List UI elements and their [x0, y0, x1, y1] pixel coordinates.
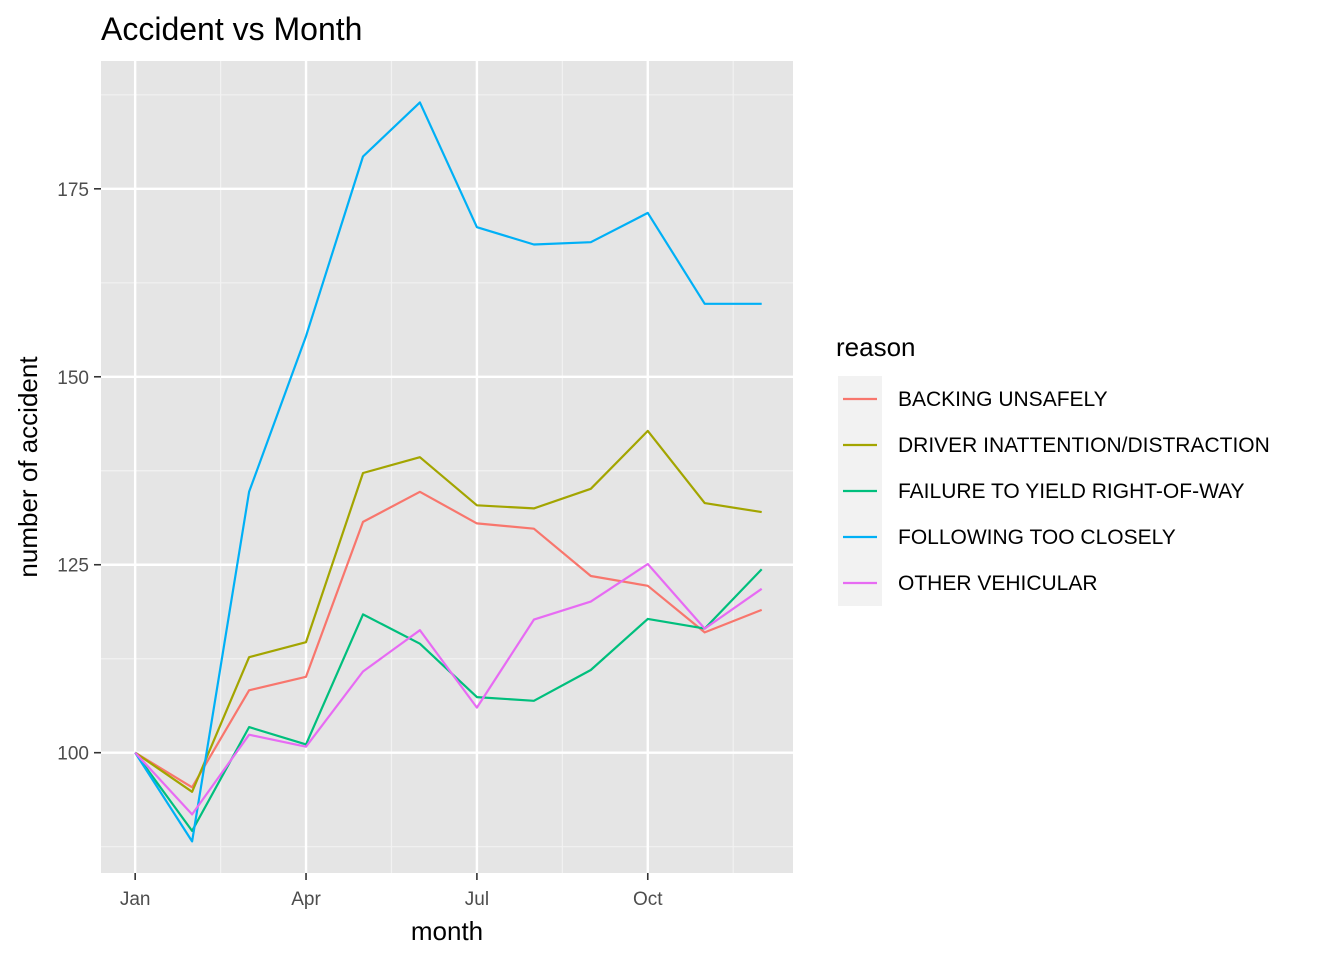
legend-item: BACKING UNSAFELY [838, 376, 1108, 422]
series-line-following-too-closely [134, 101, 762, 843]
legend-item: OTHER VEHICULAR [838, 560, 1098, 606]
legend-item: FAILURE TO YIELD RIGHT-OF-WAY [838, 468, 1245, 514]
legend-title: reason [836, 332, 916, 362]
x-axis-title: month [411, 916, 483, 946]
minor-gridlines [101, 61, 793, 873]
y-tick-label: 150 [57, 368, 89, 389]
plot-panel [101, 61, 793, 873]
y-axis-title: number of accident [13, 356, 43, 578]
series-line-driver-inattention-distraction [134, 429, 762, 793]
legend-label: FAILURE TO YIELD RIGHT-OF-WAY [898, 480, 1245, 503]
major-gridlines [101, 61, 793, 873]
x-tick-label: Jul [465, 889, 489, 910]
y-tick-label: 175 [57, 180, 89, 201]
series-lines [134, 101, 763, 843]
chart-title: Accident vs Month [101, 11, 362, 47]
legend-label: DRIVER INATTENTION/DISTRACTION [898, 434, 1270, 457]
y-axis: 100 125 150 175 [57, 180, 101, 765]
legend-label: BACKING UNSAFELY [898, 388, 1108, 411]
y-tick-label: 100 [57, 744, 89, 765]
legend: reason BACKING UNSAFELY DRIVER INATTENTIO… [836, 332, 1270, 606]
series-line-backing-unsafely [134, 490, 763, 789]
legend-item: FOLLOWING TOO CLOSELY [838, 514, 1176, 560]
legend-label: OTHER VEHICULAR [898, 572, 1098, 595]
y-tick-label: 125 [57, 556, 89, 577]
x-tick-label: Jan [120, 889, 151, 910]
x-tick-label: Apr [291, 889, 321, 910]
series-line-other-vehicular [134, 562, 763, 816]
x-tick-label: Oct [633, 889, 663, 910]
x-axis: Jan Apr Jul Oct [120, 873, 663, 910]
legend-item: DRIVER INATTENTION/DISTRACTION [838, 422, 1270, 468]
legend-label: FOLLOWING TOO CLOSELY [898, 526, 1176, 549]
